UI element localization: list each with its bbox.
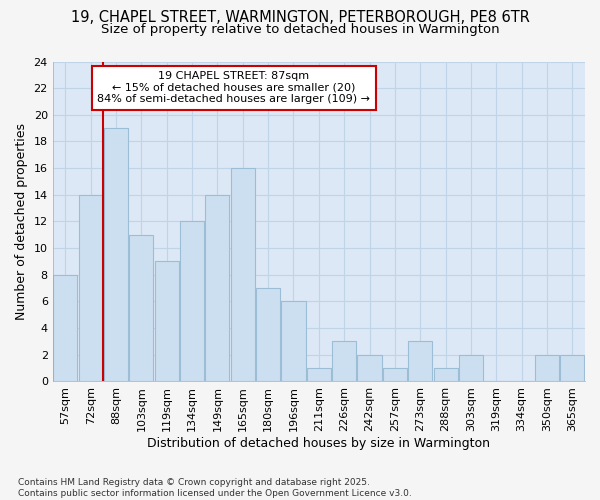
Bar — [332, 342, 356, 382]
Bar — [307, 368, 331, 382]
Bar — [459, 355, 483, 382]
Bar — [53, 275, 77, 382]
Text: Size of property relative to detached houses in Warmington: Size of property relative to detached ho… — [101, 22, 499, 36]
Bar — [383, 368, 407, 382]
X-axis label: Distribution of detached houses by size in Warmington: Distribution of detached houses by size … — [148, 437, 490, 450]
Bar — [281, 302, 305, 382]
Bar — [180, 222, 204, 382]
Bar — [79, 195, 103, 382]
Bar — [231, 168, 255, 382]
Bar — [560, 355, 584, 382]
Bar — [130, 235, 154, 382]
Bar — [205, 195, 229, 382]
Text: 19 CHAPEL STREET: 87sqm
← 15% of detached houses are smaller (20)
84% of semi-de: 19 CHAPEL STREET: 87sqm ← 15% of detache… — [97, 71, 370, 104]
Text: 19, CHAPEL STREET, WARMINGTON, PETERBOROUGH, PE8 6TR: 19, CHAPEL STREET, WARMINGTON, PETERBORO… — [71, 10, 529, 25]
Text: Contains HM Land Registry data © Crown copyright and database right 2025.
Contai: Contains HM Land Registry data © Crown c… — [18, 478, 412, 498]
Bar — [155, 262, 179, 382]
Bar — [104, 128, 128, 382]
Bar — [256, 288, 280, 382]
Bar — [358, 355, 382, 382]
Y-axis label: Number of detached properties: Number of detached properties — [15, 123, 28, 320]
Bar — [434, 368, 458, 382]
Bar — [408, 342, 432, 382]
Bar — [535, 355, 559, 382]
